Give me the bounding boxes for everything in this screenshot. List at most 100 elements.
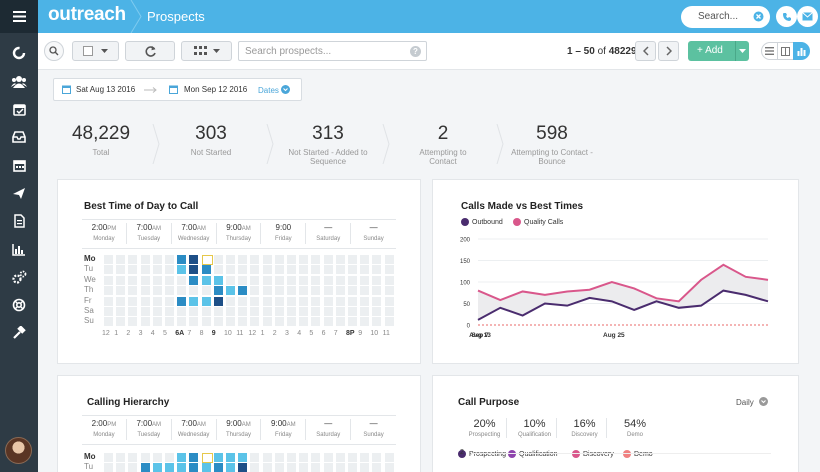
heatmap-cell[interactable] bbox=[335, 453, 345, 462]
activity-icon[interactable] bbox=[0, 39, 38, 67]
heatmap-cell[interactable] bbox=[360, 265, 370, 275]
heatmap-cell[interactable] bbox=[116, 307, 126, 316]
heatmap-cell[interactable] bbox=[360, 307, 370, 316]
heatmap-cell[interactable] bbox=[140, 265, 150, 275]
menu-icon[interactable] bbox=[0, 0, 38, 33]
heatmap-cell[interactable] bbox=[372, 296, 382, 306]
heatmap-cell[interactable] bbox=[226, 317, 235, 327]
avatar[interactable] bbox=[5, 437, 32, 464]
heatmap-cell[interactable] bbox=[262, 255, 272, 264]
heatmap-cell[interactable] bbox=[287, 317, 296, 327]
heatmap-cell[interactable] bbox=[201, 255, 213, 265]
inbox-icon[interactable] bbox=[0, 123, 38, 151]
heatmap-cell[interactable] bbox=[274, 317, 284, 327]
day-column-tuesday[interactable]: 7:00AM Tuesday bbox=[127, 223, 172, 244]
heatmap-cell[interactable] bbox=[140, 275, 150, 285]
refresh-button[interactable] bbox=[125, 41, 175, 61]
heatmap-cell[interactable] bbox=[348, 317, 357, 327]
heatmap-cell[interactable] bbox=[274, 453, 284, 462]
document-icon[interactable] bbox=[0, 207, 38, 235]
stat-not-started[interactable]: 303 Not Started bbox=[170, 123, 252, 157]
heatmap-cell[interactable] bbox=[335, 275, 345, 285]
heatmap-cell[interactable] bbox=[335, 265, 345, 275]
heatmap-cell[interactable] bbox=[226, 463, 235, 472]
heatmap-cell[interactable] bbox=[238, 317, 248, 327]
heatmap-cell[interactable] bbox=[323, 286, 333, 296]
heatmap-cell[interactable] bbox=[360, 453, 370, 462]
heatmap-cell[interactable] bbox=[250, 265, 260, 275]
heatmap-cell[interactable] bbox=[250, 463, 260, 472]
heatmap-cell[interactable] bbox=[372, 453, 382, 462]
heatmap-cell[interactable] bbox=[323, 317, 333, 327]
brand-logo[interactable]: outreach bbox=[48, 4, 126, 25]
heatmap-cell[interactable] bbox=[262, 296, 272, 306]
heatmap-cell[interactable] bbox=[128, 265, 138, 275]
heatmap-cell[interactable] bbox=[299, 265, 309, 275]
day-column-wednesday[interactable]: 7:00AM Wednesday bbox=[172, 223, 217, 244]
list-view-button[interactable] bbox=[761, 42, 778, 60]
heatmap-cell[interactable] bbox=[372, 255, 382, 264]
search-toggle-button[interactable] bbox=[44, 41, 64, 61]
heatmap-cell[interactable] bbox=[189, 275, 199, 285]
heatmap-cell[interactable] bbox=[348, 286, 357, 296]
heatmap-cell[interactable] bbox=[189, 265, 199, 275]
heatmap-cell[interactable] bbox=[152, 307, 162, 316]
heatmap-cell[interactable] bbox=[238, 255, 248, 264]
heatmap-cell[interactable] bbox=[140, 463, 150, 472]
heatmap-cell[interactable] bbox=[238, 296, 248, 306]
end-date[interactable]: Mon Sep 12 2016 bbox=[184, 85, 248, 94]
heatmap-cell[interactable] bbox=[140, 307, 150, 316]
heatmap-cell[interactable] bbox=[177, 307, 187, 316]
heatmap-cell[interactable] bbox=[250, 255, 260, 264]
heatmap-cell[interactable] bbox=[152, 275, 162, 285]
heatmap-cell[interactable] bbox=[274, 463, 284, 472]
heatmap-cell[interactable] bbox=[165, 463, 174, 472]
legend-outbound[interactable]: Outbound bbox=[461, 218, 503, 226]
heatmap-cell[interactable] bbox=[360, 255, 370, 264]
heatmap-cell[interactable] bbox=[116, 463, 126, 472]
heatmap-cell[interactable] bbox=[140, 453, 150, 462]
heatmap-cell[interactable] bbox=[287, 453, 296, 462]
select-checkbox-dropdown[interactable] bbox=[72, 41, 119, 61]
purpose-stat-discovery[interactable]: 16% Discovery bbox=[563, 418, 607, 438]
heatmap-cell[interactable] bbox=[274, 275, 284, 285]
heatmap-cell[interactable] bbox=[238, 463, 248, 472]
heatmap-cell[interactable] bbox=[299, 255, 309, 264]
heatmap-cell[interactable] bbox=[152, 317, 162, 327]
heatmap-cell[interactable] bbox=[116, 286, 126, 296]
heatmap-cell[interactable] bbox=[274, 307, 284, 316]
heatmap-cell[interactable] bbox=[299, 286, 309, 296]
heatmap-cell[interactable] bbox=[299, 296, 309, 306]
heatmap-cell[interactable] bbox=[372, 265, 382, 275]
heatmap-cell[interactable] bbox=[287, 296, 296, 306]
heatmap-cell[interactable] bbox=[213, 286, 223, 296]
heatmap-cell[interactable] bbox=[152, 255, 162, 264]
heatmap-cell[interactable] bbox=[299, 463, 309, 472]
heatmap-cell[interactable] bbox=[372, 275, 382, 285]
phone-button[interactable] bbox=[776, 6, 797, 27]
heatmap-cell[interactable] bbox=[372, 286, 382, 296]
stat-total[interactable]: 48,229 Total bbox=[60, 123, 142, 157]
heatmap-cell[interactable] bbox=[335, 317, 345, 327]
day-column-friday[interactable]: 9:00 Friday bbox=[261, 223, 307, 244]
heatmap-cell[interactable] bbox=[177, 317, 187, 327]
heatmap-cell[interactable] bbox=[287, 463, 296, 472]
heatmap-cell[interactable] bbox=[311, 453, 321, 462]
mail-button[interactable] bbox=[797, 6, 818, 27]
heatmap-cell[interactable] bbox=[140, 286, 150, 296]
heatmap-cell[interactable] bbox=[348, 453, 357, 462]
heatmap-cell[interactable] bbox=[384, 286, 394, 296]
heatmap-cell[interactable] bbox=[360, 317, 370, 327]
heatmap-cell[interactable] bbox=[311, 255, 321, 264]
heatmap-cell[interactable] bbox=[238, 453, 248, 462]
heatmap-cell[interactable] bbox=[189, 317, 199, 327]
heatmap-cell[interactable] bbox=[189, 255, 199, 264]
heatmap-cell[interactable] bbox=[238, 265, 248, 275]
chart-view-button[interactable] bbox=[793, 42, 810, 60]
day-column-tuesday[interactable]: 7:00AM Tuesday bbox=[127, 419, 172, 440]
heatmap-cell[interactable] bbox=[104, 307, 113, 316]
heatmap-cell[interactable] bbox=[262, 453, 272, 462]
heatmap-cell[interactable] bbox=[274, 286, 284, 296]
heatmap-cell[interactable] bbox=[384, 463, 394, 472]
heatmap-cell[interactable] bbox=[128, 317, 138, 327]
